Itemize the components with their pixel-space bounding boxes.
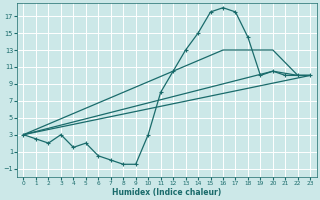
X-axis label: Humidex (Indice chaleur): Humidex (Indice chaleur) — [112, 188, 221, 197]
